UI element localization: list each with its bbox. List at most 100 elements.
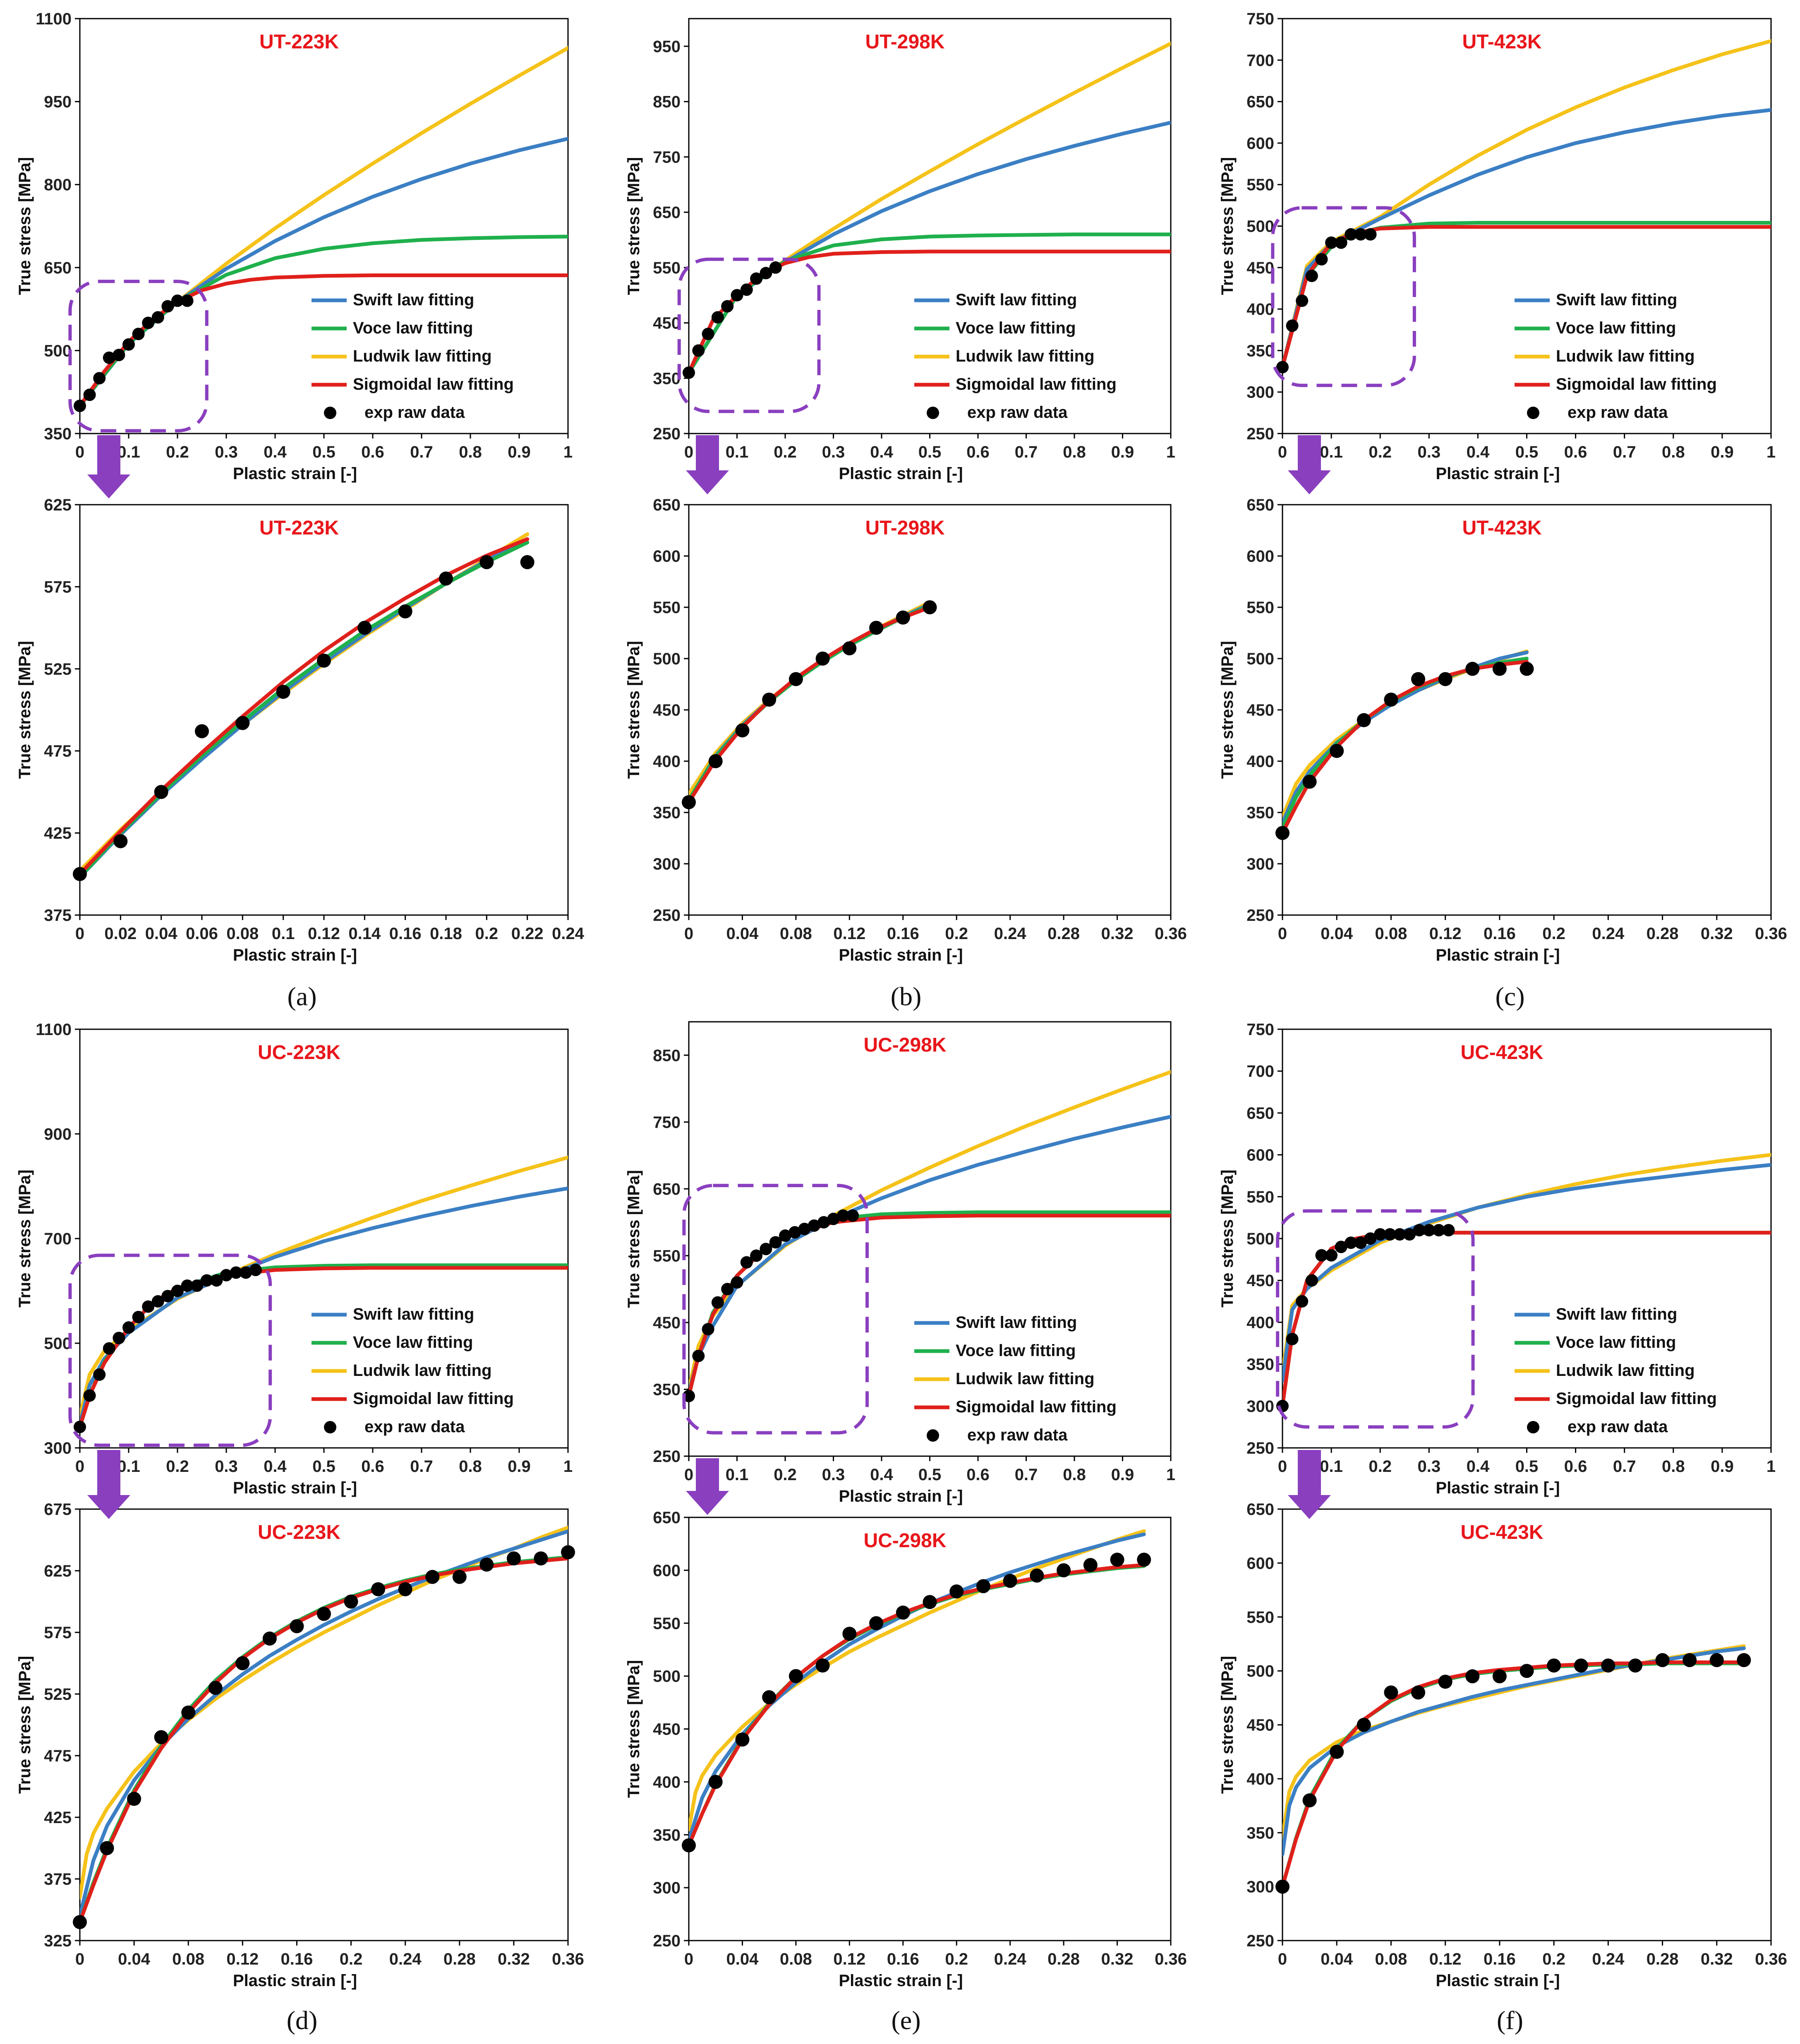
y-tick-label: 625 xyxy=(44,496,72,514)
legend-label: Voce law fitting xyxy=(1556,319,1676,337)
x-tick-label: 0.5 xyxy=(918,1466,942,1484)
exp-data-point xyxy=(235,716,250,730)
plot-frame xyxy=(79,1028,569,1449)
x-tick-label: 0.16 xyxy=(1484,925,1516,943)
exp-data-point xyxy=(1465,1669,1480,1684)
exp-data-point xyxy=(1520,661,1534,676)
exp-data-point xyxy=(1286,319,1299,332)
exp-data-point xyxy=(73,867,87,881)
y-tick-label: 450 xyxy=(1246,1272,1274,1290)
legend-label: Ludwik law fitting xyxy=(956,347,1095,365)
exp-data-point xyxy=(1547,1658,1561,1673)
y-tick-label: 750 xyxy=(1246,1021,1274,1039)
exp-data-point xyxy=(1438,1675,1452,1689)
x-axis-title: Plastic strain [-] xyxy=(1436,465,1560,483)
y-tick-label: 575 xyxy=(44,578,72,596)
x-tick-label: 0.36 xyxy=(1155,1950,1187,1968)
x-tick-label: 0.9 xyxy=(508,1457,531,1476)
exp-data-point xyxy=(869,621,884,635)
x-tick-label: 0.4 xyxy=(1467,443,1490,461)
exp-data-point xyxy=(1492,661,1507,676)
y-tick-label: 400 xyxy=(1246,300,1274,319)
exp-data-point xyxy=(1411,672,1426,686)
exp-data-point xyxy=(923,1595,937,1609)
y-tick-label: 700 xyxy=(44,1230,72,1248)
legend-label: Voce law fitting xyxy=(353,1333,473,1351)
x-tick-label: 0.28 xyxy=(1047,1950,1080,1968)
zoom-highlight-box xyxy=(68,1253,272,1447)
exp-data-point xyxy=(789,672,803,686)
exp-data-point xyxy=(750,272,763,285)
y-tick-label: 350 xyxy=(653,369,681,388)
exp-data-point xyxy=(711,311,724,324)
plot-frame xyxy=(79,504,569,916)
chart-uc298-full: 250 350 450 550 650 750 850 0 0.1 0.2 0.3 0.4 0.5 0.6… xyxy=(625,1021,1175,1505)
exp-data-point xyxy=(683,1390,695,1402)
y-axis-title: True stress [MPa] xyxy=(16,1169,34,1307)
exp-data-point xyxy=(731,1276,743,1289)
legend-label: Voce law fitting xyxy=(353,319,473,337)
exp-data-point xyxy=(1003,1574,1017,1588)
x-tick-label: 0.08 xyxy=(172,1950,204,1968)
exp-data-point xyxy=(1384,693,1398,707)
x-tick-label: 0.04 xyxy=(1321,1950,1353,1968)
x-tick-label: 0.32 xyxy=(1101,1950,1134,1968)
x-tick-label: 0.8 xyxy=(459,1457,482,1476)
exp-data-point xyxy=(151,1295,164,1308)
y-axis-title: True stress [MPa] xyxy=(1218,641,1237,779)
exp-data-point xyxy=(439,571,453,586)
x-tick-label: 0.5 xyxy=(312,1457,336,1476)
x-tick-label: 0.16 xyxy=(281,1950,313,1968)
exp-data-point xyxy=(1296,295,1309,307)
x-axis-title: Plastic strain [-] xyxy=(839,1972,963,1990)
x-tick-label: 0.16 xyxy=(1484,1950,1516,1968)
exp-data-point xyxy=(682,1838,696,1852)
x-axis-title: Plastic strain [-] xyxy=(839,946,963,964)
x-tick-label: 0.1 xyxy=(726,1466,749,1484)
exp-data-point xyxy=(1423,1224,1436,1236)
x-tick-label: 0.3 xyxy=(215,1457,238,1476)
legend-label: Sigmoidal law fitting xyxy=(956,375,1117,393)
y-tick-label: 600 xyxy=(1246,1146,1274,1165)
legend-item-exp: exp raw data xyxy=(927,1426,1068,1444)
chart-title: UC-298K xyxy=(863,1034,946,1056)
y-axis-title: True stress [MPa] xyxy=(16,1656,34,1794)
x-tick-label: 0.04 xyxy=(118,1950,151,1968)
exp-data-point xyxy=(122,338,135,351)
x-tick-label: 0.36 xyxy=(1755,925,1787,943)
y-tick-label: 650 xyxy=(653,1509,681,1527)
series-line-sigmoidal xyxy=(689,605,932,804)
legend-item-exp: exp raw data xyxy=(1527,403,1668,422)
exp-data-point xyxy=(200,1274,213,1287)
exp-data-point xyxy=(1384,1685,1398,1700)
y-tick-label: 250 xyxy=(653,1447,681,1466)
legend-label: Sigmoidal law fitting xyxy=(353,1390,514,1408)
zoom-arrow-icon xyxy=(87,1450,130,1519)
y-tick-label: 350 xyxy=(1246,1824,1274,1842)
exp-data-point xyxy=(1276,361,1289,374)
y-tick-label: 375 xyxy=(44,906,72,925)
legend-item-ludwik: Ludwik law fitting xyxy=(312,347,492,365)
exp-data-point xyxy=(1335,1241,1347,1253)
zoom-highlight-box xyxy=(1271,206,1416,387)
legend-swatch-exp xyxy=(1527,1421,1539,1433)
exp-data-point xyxy=(83,388,96,401)
exp-data-point xyxy=(1574,1658,1588,1673)
y-tick-label: 300 xyxy=(1246,383,1274,402)
x-tick-label: 0.24 xyxy=(994,1950,1027,1968)
exp-data-point xyxy=(1709,1653,1724,1668)
exp-data-point xyxy=(1302,1793,1317,1808)
x-tick-label: 0 xyxy=(1278,443,1287,461)
y-axis-title: True stress [MPa] xyxy=(1218,1656,1237,1794)
x-tick-label: 0 xyxy=(75,1950,84,1968)
y-tick-label: 650 xyxy=(1246,496,1274,514)
exp-data-point xyxy=(425,1570,440,1584)
legend-label: Swift law fitting xyxy=(1556,1305,1677,1323)
y-tick-label: 300 xyxy=(653,1879,681,1897)
exp-data-point xyxy=(479,555,494,569)
panel-label: (d) xyxy=(287,2006,318,2035)
chart-title: UC-223K xyxy=(258,1042,340,1064)
legend-item-sigmoidal: Sigmoidal law fitting xyxy=(914,375,1117,393)
x-tick-label: 1 xyxy=(1166,443,1175,461)
